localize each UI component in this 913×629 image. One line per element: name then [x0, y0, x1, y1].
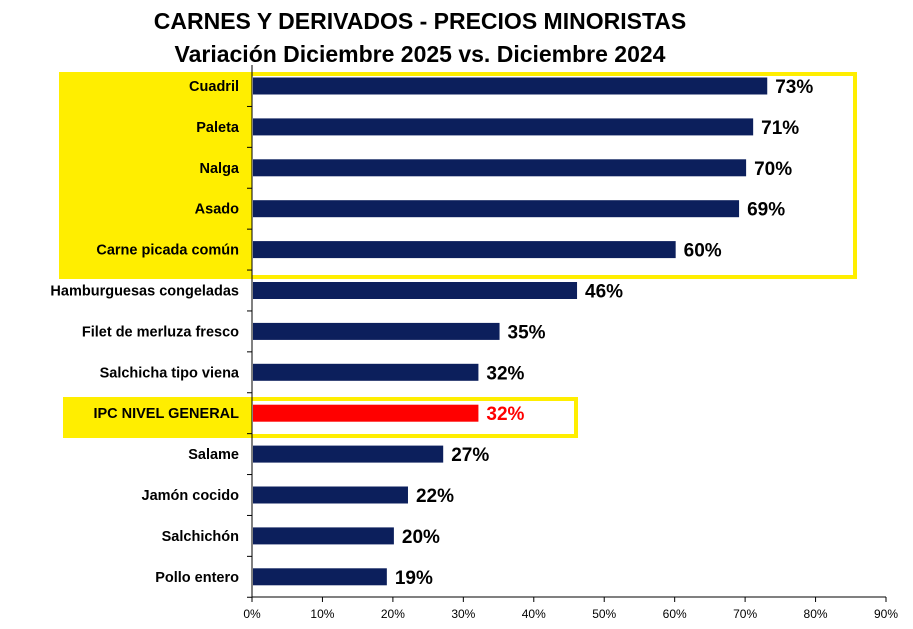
x-tick-label: 40%: [522, 607, 546, 621]
bar: [253, 241, 676, 259]
highlight-box-top-fill: [59, 72, 252, 279]
category-label: Salchichón: [162, 529, 239, 545]
bar: [253, 363, 479, 381]
x-tick-label: 50%: [592, 607, 616, 621]
data-label: 32%: [486, 404, 524, 425]
chart-title: CARNES Y DERIVADOS - PRECIOS MINORISTAS: [153, 8, 687, 34]
category-label: Paleta: [196, 120, 240, 136]
highlight-box-ipc-fill: [63, 397, 252, 438]
bar: [253, 282, 578, 299]
bar: [253, 159, 747, 177]
bar: [253, 445, 444, 463]
x-tick-label: 10%: [310, 607, 334, 621]
category-label: Carne picada común: [96, 243, 239, 259]
category-label: Salame: [188, 447, 239, 463]
category-label: Hamburguesas congeladas: [50, 284, 239, 300]
bar: [253, 486, 408, 504]
data-label: 71%: [761, 118, 799, 139]
x-tick-label: 60%: [663, 607, 687, 621]
data-label: 20%: [402, 527, 440, 548]
data-label: 46%: [585, 282, 623, 303]
data-label: 32%: [486, 363, 524, 384]
category-label: Asado: [195, 202, 239, 218]
data-label: 19%: [395, 568, 433, 589]
data-label: 60%: [684, 241, 722, 262]
chart-subtitle: Variación Diciembre 2025 vs. Diciembre 2…: [174, 41, 666, 67]
data-label: 27%: [451, 445, 489, 466]
data-label: 73%: [775, 77, 813, 98]
category-label: Jamón cocido: [142, 488, 240, 504]
bar: [253, 77, 768, 95]
category-label: Filet de merluza fresco: [82, 324, 239, 340]
category-label: IPC NIVEL GENERAL: [93, 406, 239, 422]
x-tick-label: 20%: [381, 607, 405, 621]
category-label: Cuadril: [189, 79, 239, 95]
bar: [253, 200, 740, 218]
data-label: 70%: [754, 159, 792, 180]
category-label: Salchicha tipo viena: [100, 365, 240, 381]
x-tick-label: 70%: [733, 607, 757, 621]
bar: [253, 527, 394, 545]
category-label: Pollo entero: [155, 570, 239, 586]
bar: [253, 568, 387, 586]
bar: [253, 118, 754, 136]
highlight-box-ipc: [63, 397, 578, 438]
category-label: Nalga: [200, 161, 240, 177]
x-tick-label: 80%: [804, 607, 828, 621]
highlight-box-top: [59, 72, 857, 279]
x-tick-label: 90%: [874, 607, 898, 621]
bar: [253, 404, 479, 422]
x-tick-label: 30%: [451, 607, 475, 621]
data-label: 22%: [416, 486, 454, 507]
data-label: 69%: [747, 200, 785, 221]
x-tick-label: 0%: [243, 607, 261, 621]
bar: [253, 322, 500, 340]
data-label: 35%: [508, 322, 546, 343]
